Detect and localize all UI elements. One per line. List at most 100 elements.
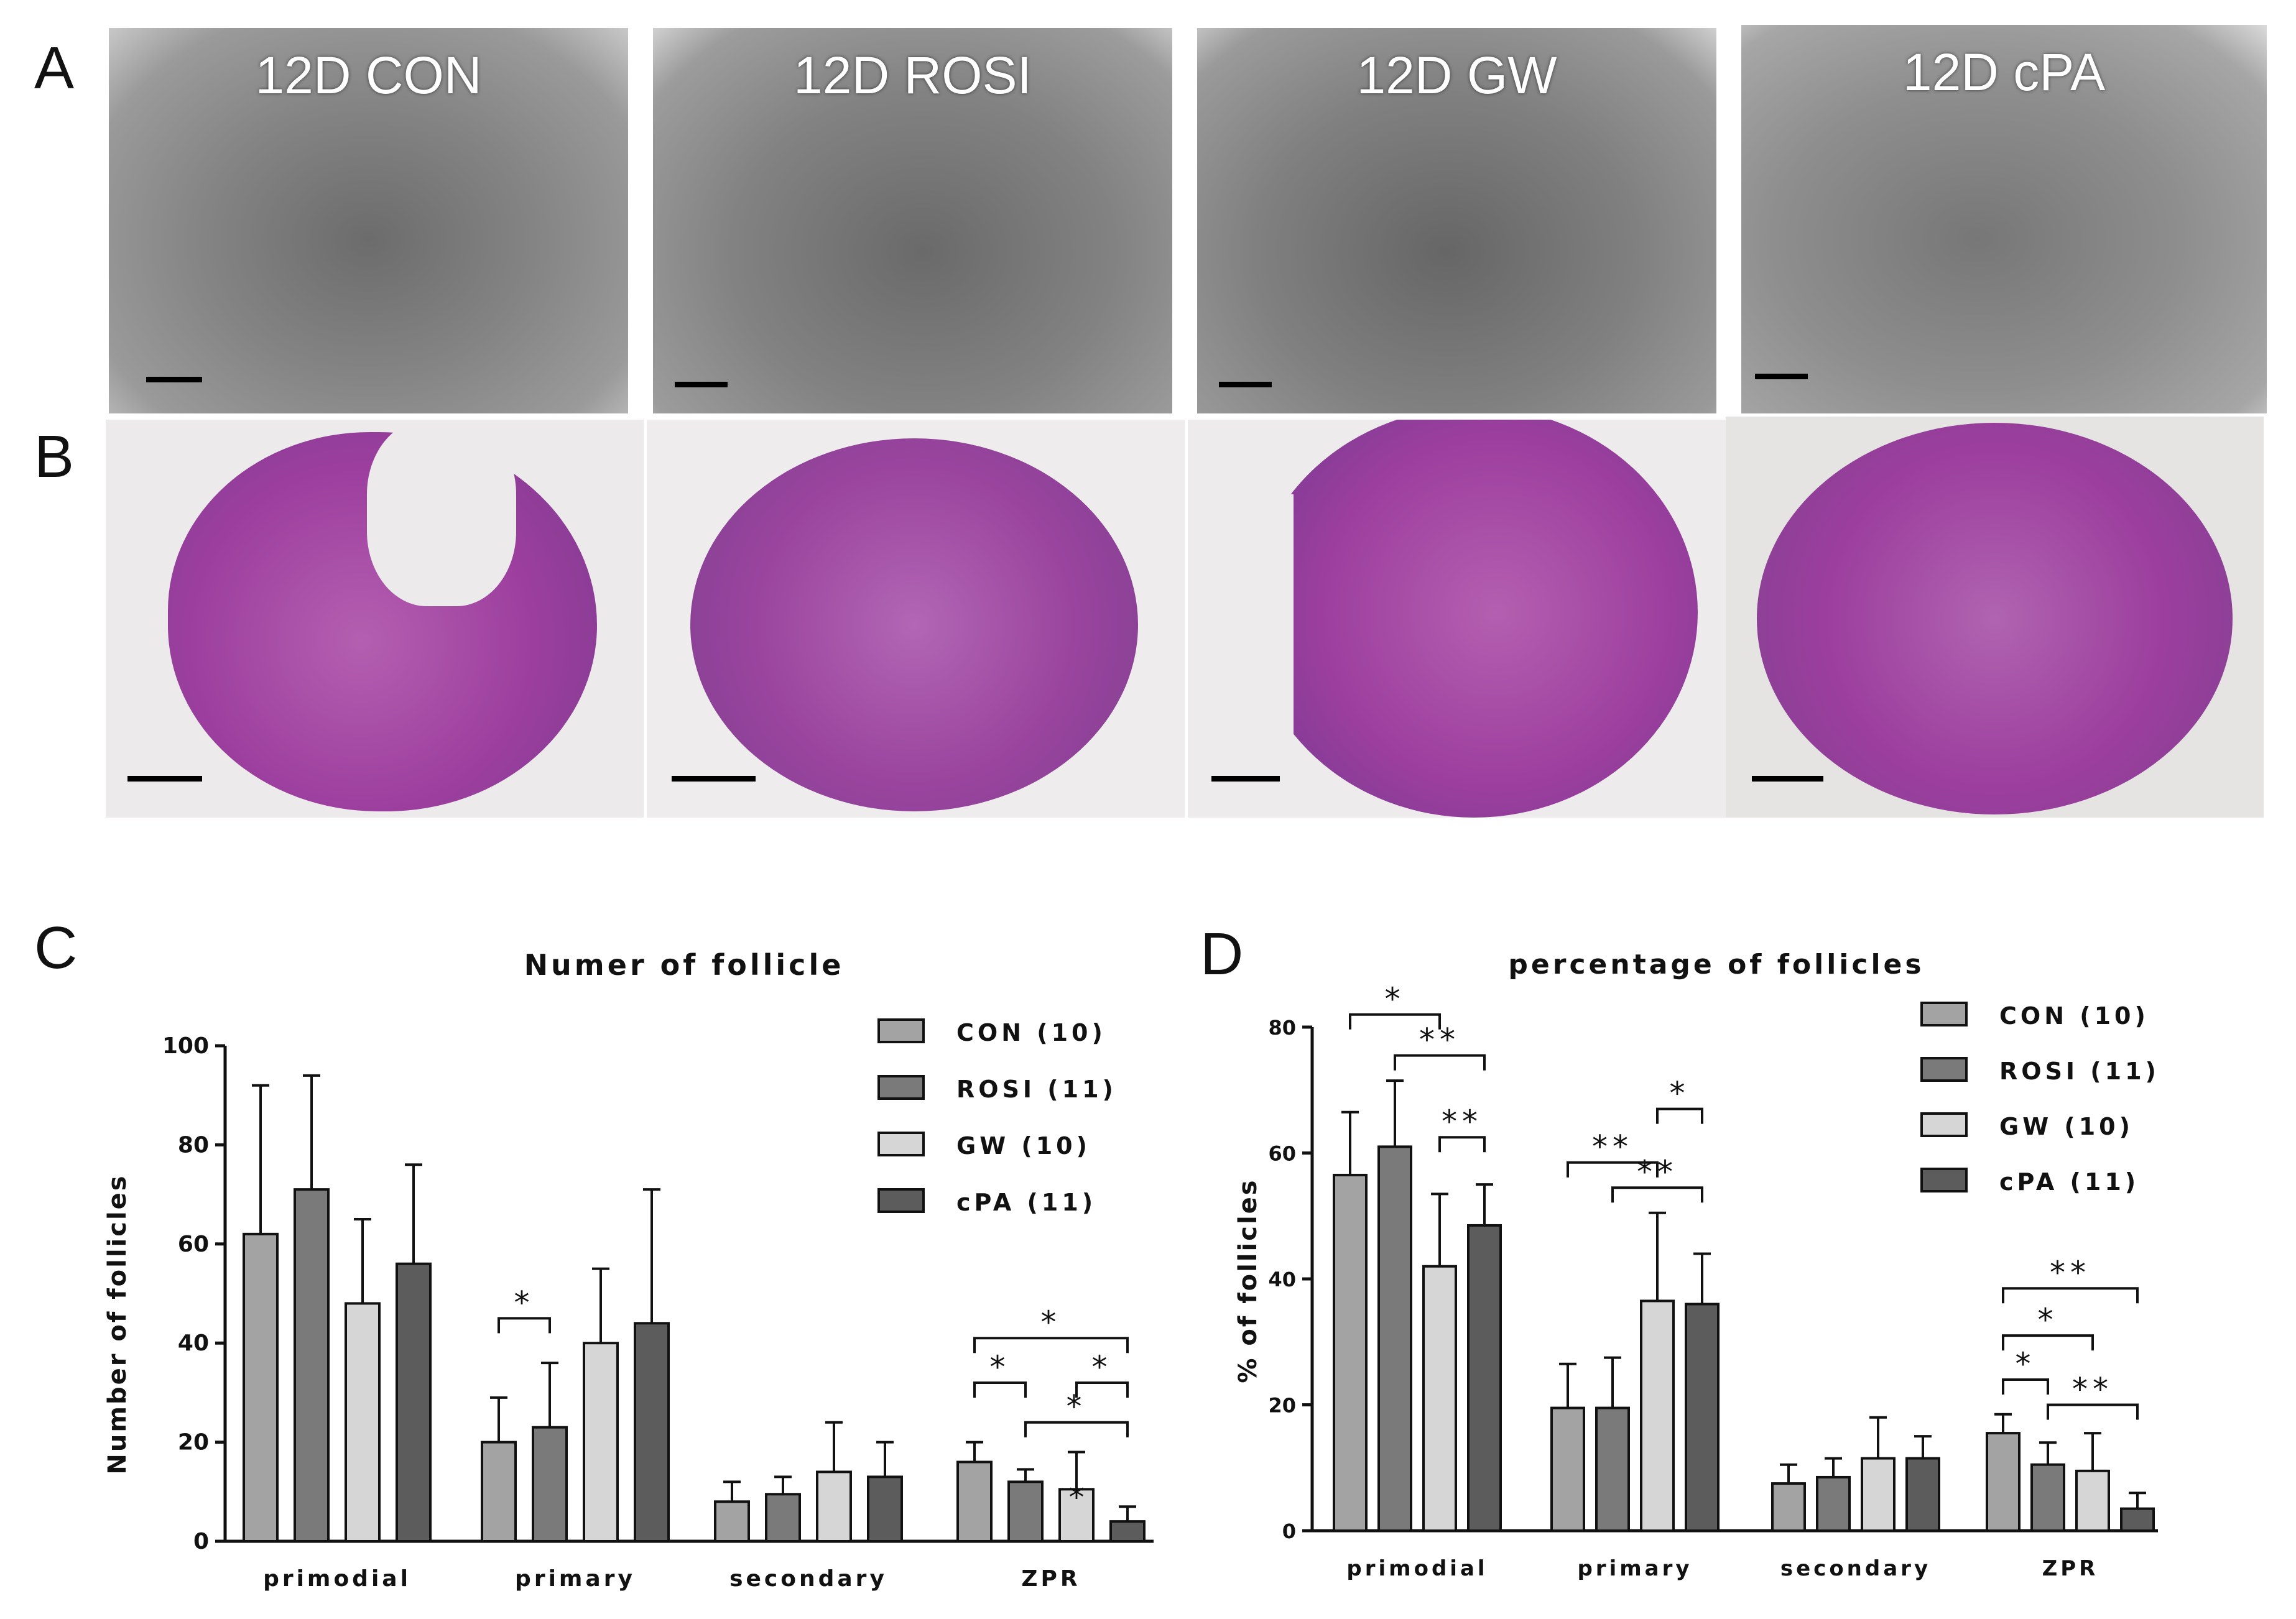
y-tick-label: 40 xyxy=(178,1331,209,1356)
bar xyxy=(1640,1299,1675,1532)
bar xyxy=(396,1262,432,1543)
legend-swatch xyxy=(1920,1168,1968,1192)
legend-swatch xyxy=(877,1132,925,1156)
panel-label-b: B xyxy=(34,423,75,490)
x-tick-label: secondary xyxy=(729,1566,887,1592)
bar xyxy=(2075,1469,2110,1532)
bar xyxy=(1058,1488,1095,1543)
panel-label-d: D xyxy=(1200,921,1244,987)
bar xyxy=(1986,1432,2021,1532)
significance-bracket xyxy=(1656,1107,1703,1124)
bar xyxy=(1905,1457,1940,1532)
chart-number-of-follicles: Numer of follicle Number of follicles 0 2… xyxy=(103,948,1154,1592)
micrograph-brightfield-rosi: 12D ROSI xyxy=(653,28,1172,413)
y-tick-label: 0 xyxy=(1282,1520,1296,1543)
y-tick-label: 40 xyxy=(1268,1268,1296,1291)
significance-label: ** xyxy=(2072,1372,2113,1408)
scale-bar xyxy=(1211,776,1280,782)
significance-label: * xyxy=(1041,1304,1062,1340)
significance-bracket xyxy=(2002,1334,2094,1351)
legend-swatch xyxy=(1920,1112,1968,1137)
scale-bar xyxy=(672,776,756,782)
legend-label: cPA (11) xyxy=(1999,1168,2139,1196)
legend-swatch xyxy=(877,1018,925,1043)
y-tick-label: 60 xyxy=(1268,1142,1296,1166)
significance-bracket xyxy=(2047,1403,2139,1420)
micrograph-he-gw xyxy=(1188,420,1726,818)
significance-bracket xyxy=(2002,1378,2049,1395)
scale-bar xyxy=(1755,374,1808,379)
significance-label: ** xyxy=(1419,1022,1460,1058)
bar xyxy=(634,1322,670,1543)
chart-title: Numer of follicle xyxy=(524,948,845,982)
panel-label-c: C xyxy=(34,915,78,981)
legend-swatch xyxy=(1920,1057,1968,1082)
bar-annotation-label: * xyxy=(1069,1479,1085,1515)
bar xyxy=(956,1460,993,1543)
significance-label: ** xyxy=(1592,1129,1633,1165)
significance-label: * xyxy=(1092,1349,1113,1385)
significance-bracket xyxy=(1075,1381,1129,1398)
legend-label: cPA (11) xyxy=(956,1189,1096,1216)
legend-label: CON (10) xyxy=(956,1019,1106,1046)
bar xyxy=(714,1500,750,1543)
significance-label: ** xyxy=(1637,1154,1678,1190)
he-tissue xyxy=(1757,423,2233,814)
significance-label: * xyxy=(990,1349,1011,1385)
bar xyxy=(1816,1475,1851,1532)
significance-bracket xyxy=(1438,1136,1486,1153)
bar xyxy=(2120,1507,2155,1532)
bar xyxy=(1595,1406,1630,1532)
significance-label: * xyxy=(2038,1302,2058,1338)
legend-swatch xyxy=(877,1188,925,1213)
panel-label-a: A xyxy=(34,35,75,101)
bar xyxy=(765,1493,801,1543)
y-tick-label: 0 xyxy=(193,1529,209,1554)
scale-bar xyxy=(1219,382,1272,387)
significance-bracket xyxy=(498,1317,551,1334)
bar xyxy=(532,1426,568,1543)
legend-label: ROSI (11) xyxy=(1999,1058,2160,1085)
significance-bracket xyxy=(1611,1186,1703,1203)
y-axis-label: % of follicles xyxy=(1234,1178,1262,1383)
significance-label: * xyxy=(1067,1389,1087,1425)
significance-bracket xyxy=(973,1337,1129,1354)
y-tick-label: 80 xyxy=(1268,1016,1296,1040)
scale-bar xyxy=(675,382,728,387)
significance-label: ** xyxy=(1442,1104,1483,1140)
bar xyxy=(1467,1224,1502,1532)
bar xyxy=(1333,1173,1368,1532)
x-tick-label: primodial xyxy=(263,1566,411,1592)
significance-bracket xyxy=(2002,1287,2139,1304)
y-tick-label: 20 xyxy=(178,1430,209,1455)
bar xyxy=(1422,1265,1457,1532)
y-tick-label: 20 xyxy=(1268,1394,1296,1418)
bar xyxy=(867,1475,903,1543)
tissue-missing-region xyxy=(1188,494,1294,818)
bar xyxy=(1007,1480,1044,1543)
bar xyxy=(2030,1463,2065,1532)
tissue-tear xyxy=(367,420,516,606)
significance-bracket xyxy=(1349,1013,1441,1030)
micrograph-title-gw: 12D GW xyxy=(1356,46,1557,104)
bar xyxy=(1685,1303,1720,1532)
micrograph-brightfield-cpa: 12D cPA xyxy=(1741,25,2267,413)
scale-bar xyxy=(1752,776,1823,782)
micrograph-he-rosi xyxy=(647,420,1185,818)
bar xyxy=(1550,1406,1585,1532)
bar xyxy=(1377,1145,1412,1532)
significance-bracket xyxy=(973,1381,1027,1398)
he-tissue xyxy=(1250,420,1698,818)
x-tick-label: ZPR xyxy=(2042,1556,2099,1581)
x-tick-label: ZPR xyxy=(1021,1566,1080,1592)
legend-label: CON (10) xyxy=(1999,1002,2149,1030)
scale-bar xyxy=(146,377,202,382)
bar xyxy=(816,1470,852,1543)
significance-bracket xyxy=(1394,1054,1486,1071)
significance-label: * xyxy=(514,1285,535,1321)
bar xyxy=(243,1232,279,1543)
x-tick-label: primary xyxy=(1577,1556,1692,1581)
chart-title: percentage of follicles xyxy=(1508,949,1924,980)
significance-label: * xyxy=(2016,1346,2036,1382)
bar xyxy=(481,1441,517,1543)
